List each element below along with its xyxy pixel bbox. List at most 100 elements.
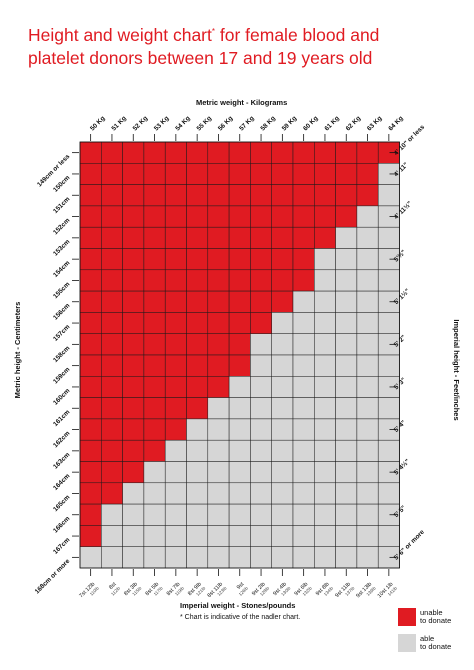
grid-cell [250, 482, 272, 505]
grid-cell [271, 290, 294, 313]
grid-cell [335, 525, 358, 547]
grid-cell [292, 503, 315, 526]
grid-cell [250, 546, 272, 569]
grid-cell [292, 205, 315, 228]
grid-cell [314, 205, 336, 228]
grid-cell [314, 163, 336, 185]
grid-cell [250, 163, 272, 185]
weight-kg-label: 51 Kg [110, 115, 127, 132]
height-cm-label: 165cm [52, 494, 71, 513]
grid-cell [271, 397, 294, 420]
grid-cell [356, 418, 379, 441]
legend: unable to donate able to donate [398, 608, 451, 660]
grid-cell [143, 290, 166, 313]
grid-cell [271, 269, 294, 292]
grid-cell [164, 205, 187, 228]
grid-cell [143, 163, 166, 185]
grid-cell [207, 461, 230, 484]
grid-cell [122, 248, 145, 271]
grid-cell [228, 333, 251, 356]
grid-cell [356, 482, 379, 505]
grid-cell [79, 546, 102, 569]
grid-border [79, 141, 400, 569]
title-line-1-rest: for female blood and [215, 24, 380, 45]
grid-cell [186, 163, 209, 185]
grid-cell [122, 269, 145, 292]
height-cm-label: 153cm [52, 238, 71, 257]
height-cm-label: 155cm [52, 281, 71, 300]
title-line-1: Height and weight chart [28, 24, 212, 45]
grid-cell [250, 184, 272, 207]
weight-kg-label: 59 Kg [281, 115, 298, 132]
grid-cell [228, 269, 251, 292]
grid-cell [314, 184, 336, 207]
grid-cell [101, 184, 123, 207]
grid-cell [271, 205, 294, 228]
weight-kg-label: 53 Kg [153, 115, 170, 132]
title-footnote-mark: * [211, 27, 215, 36]
grid-cell [228, 312, 251, 334]
grid-cell [186, 461, 209, 484]
grid-cell [101, 546, 123, 569]
grid-cell [335, 141, 358, 164]
grid-cell [122, 503, 145, 526]
legend-swatch-able [398, 634, 416, 652]
weight-kg-label: 52 Kg [132, 115, 149, 132]
grid-cell [207, 525, 230, 547]
grid-cell [228, 397, 251, 420]
weight-imperial-sublabel: 121lb [195, 585, 207, 597]
grid-cell [335, 546, 358, 569]
weight-imperial-sublabel: 123lb [216, 585, 228, 597]
grid-cell [314, 482, 336, 505]
grid-cell [207, 503, 230, 526]
grid-cell [335, 163, 358, 185]
grid-cell [314, 226, 336, 249]
height-cm-label: 152cm [52, 217, 71, 236]
weight-imperial-sublabel: 126lb [238, 585, 250, 597]
height-cm-label: 162cm [52, 430, 71, 449]
grid-cell [101, 503, 123, 526]
grid-cell [207, 376, 230, 398]
grid-cell [356, 503, 379, 526]
grid-cell [271, 226, 294, 249]
grid-cell [228, 290, 251, 313]
weight-kg-label: 61 Kg [323, 115, 340, 132]
grid-cell [335, 290, 358, 313]
grid-cell [356, 290, 379, 313]
grid-cell [143, 461, 166, 484]
grid-cell [207, 290, 230, 313]
grid-cell [250, 226, 272, 249]
grid-cell [377, 269, 400, 292]
grid-cell [79, 290, 102, 313]
grid-cell [250, 376, 272, 398]
grid-cell [122, 333, 145, 356]
grid-cell [164, 290, 187, 313]
grid-cell [164, 354, 187, 377]
grid-cell [122, 354, 145, 377]
weight-imperial-sublabel: 137lb [344, 585, 356, 597]
weight-kg-label: 63 Kg [366, 115, 383, 132]
grid-cell [186, 439, 209, 462]
weight-kg-label: 58 Kg [260, 115, 277, 132]
height-cm-label: 164cm [52, 472, 71, 491]
grid-cell [292, 141, 315, 164]
grid-cell [143, 546, 166, 569]
grid-cell [335, 333, 358, 356]
grid-cell [335, 439, 358, 462]
grid-cell [122, 546, 145, 569]
grid-cell [101, 397, 123, 420]
grid-cell [228, 354, 251, 377]
height-cm-label: 159cm [52, 366, 71, 385]
grid-cell [122, 312, 145, 334]
grid-cell [250, 503, 272, 526]
grid-cell [101, 461, 123, 484]
grid-cell [228, 439, 251, 462]
grid-cell [250, 269, 272, 292]
grid-cell [143, 248, 166, 271]
grid-cell [250, 525, 272, 547]
grid-cell [377, 184, 400, 207]
grid-cell [207, 312, 230, 334]
grid-cell [164, 525, 187, 547]
grid-cell [250, 333, 272, 356]
height-imperial-label: 4' 10" or less [393, 123, 427, 157]
